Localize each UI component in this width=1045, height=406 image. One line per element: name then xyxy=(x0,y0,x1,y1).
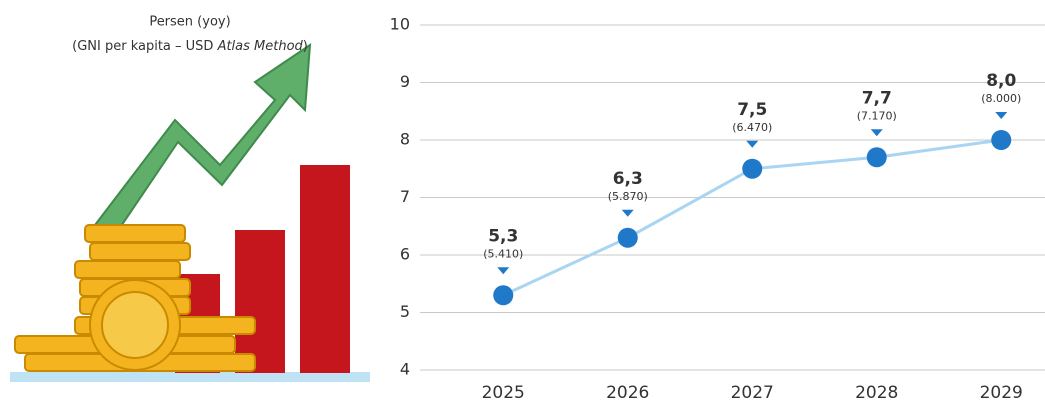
y-tick-label: 7 xyxy=(400,187,410,206)
y-tick-label: 8 xyxy=(400,130,410,149)
point xyxy=(493,285,514,306)
gni-label: (5.410) xyxy=(483,247,523,260)
chart-subtitle: (GNI per kapita – USD Atlas Method) xyxy=(72,39,308,54)
point xyxy=(991,130,1012,150)
ground xyxy=(10,372,370,382)
chart-title: Persen (yoy) xyxy=(149,15,230,30)
gni-label: (8.000) xyxy=(981,92,1021,105)
gni-marker xyxy=(995,112,1008,119)
gni-marker xyxy=(621,209,634,217)
value-label: 5,3 xyxy=(488,226,518,246)
y-tick-label: 10 xyxy=(390,15,410,34)
y-tick-label: 9 xyxy=(400,72,410,91)
decor-arrow xyxy=(93,43,312,237)
x-tick-label: 2029 xyxy=(980,383,1023,403)
gni-marker xyxy=(497,267,510,275)
value-label: 6,3 xyxy=(613,169,643,189)
subtitle-part: Atlas Method xyxy=(217,39,304,54)
subtitle-part: (GNI per kapita – USD xyxy=(72,39,217,54)
y-tick-label: 6 xyxy=(400,245,410,264)
gni-label: (7.170) xyxy=(857,109,897,122)
gni-marker xyxy=(870,129,883,137)
point xyxy=(866,147,887,168)
y-tick-label: 4 xyxy=(400,360,410,379)
y-tick-label: 5 xyxy=(400,302,410,321)
x-tick-label: 2025 xyxy=(482,383,525,403)
gni-marker xyxy=(746,140,759,148)
value-label: 7,5 xyxy=(737,100,767,120)
subtitle-part: ) xyxy=(303,39,308,54)
gni-label: (6.470) xyxy=(732,121,772,134)
decor-bar xyxy=(235,230,285,373)
coins xyxy=(14,224,256,372)
gni-label: (5.870) xyxy=(608,190,648,203)
point xyxy=(617,227,638,248)
value-label: 7,7 xyxy=(862,88,892,108)
decor-bar xyxy=(300,165,350,373)
point xyxy=(742,158,763,179)
x-tick-label: 2027 xyxy=(731,383,774,403)
value-label: 8,0 xyxy=(986,71,1016,91)
illustration xyxy=(10,43,370,382)
x-tick-label: 2026 xyxy=(606,383,649,403)
x-tick-label: 2028 xyxy=(855,383,898,403)
